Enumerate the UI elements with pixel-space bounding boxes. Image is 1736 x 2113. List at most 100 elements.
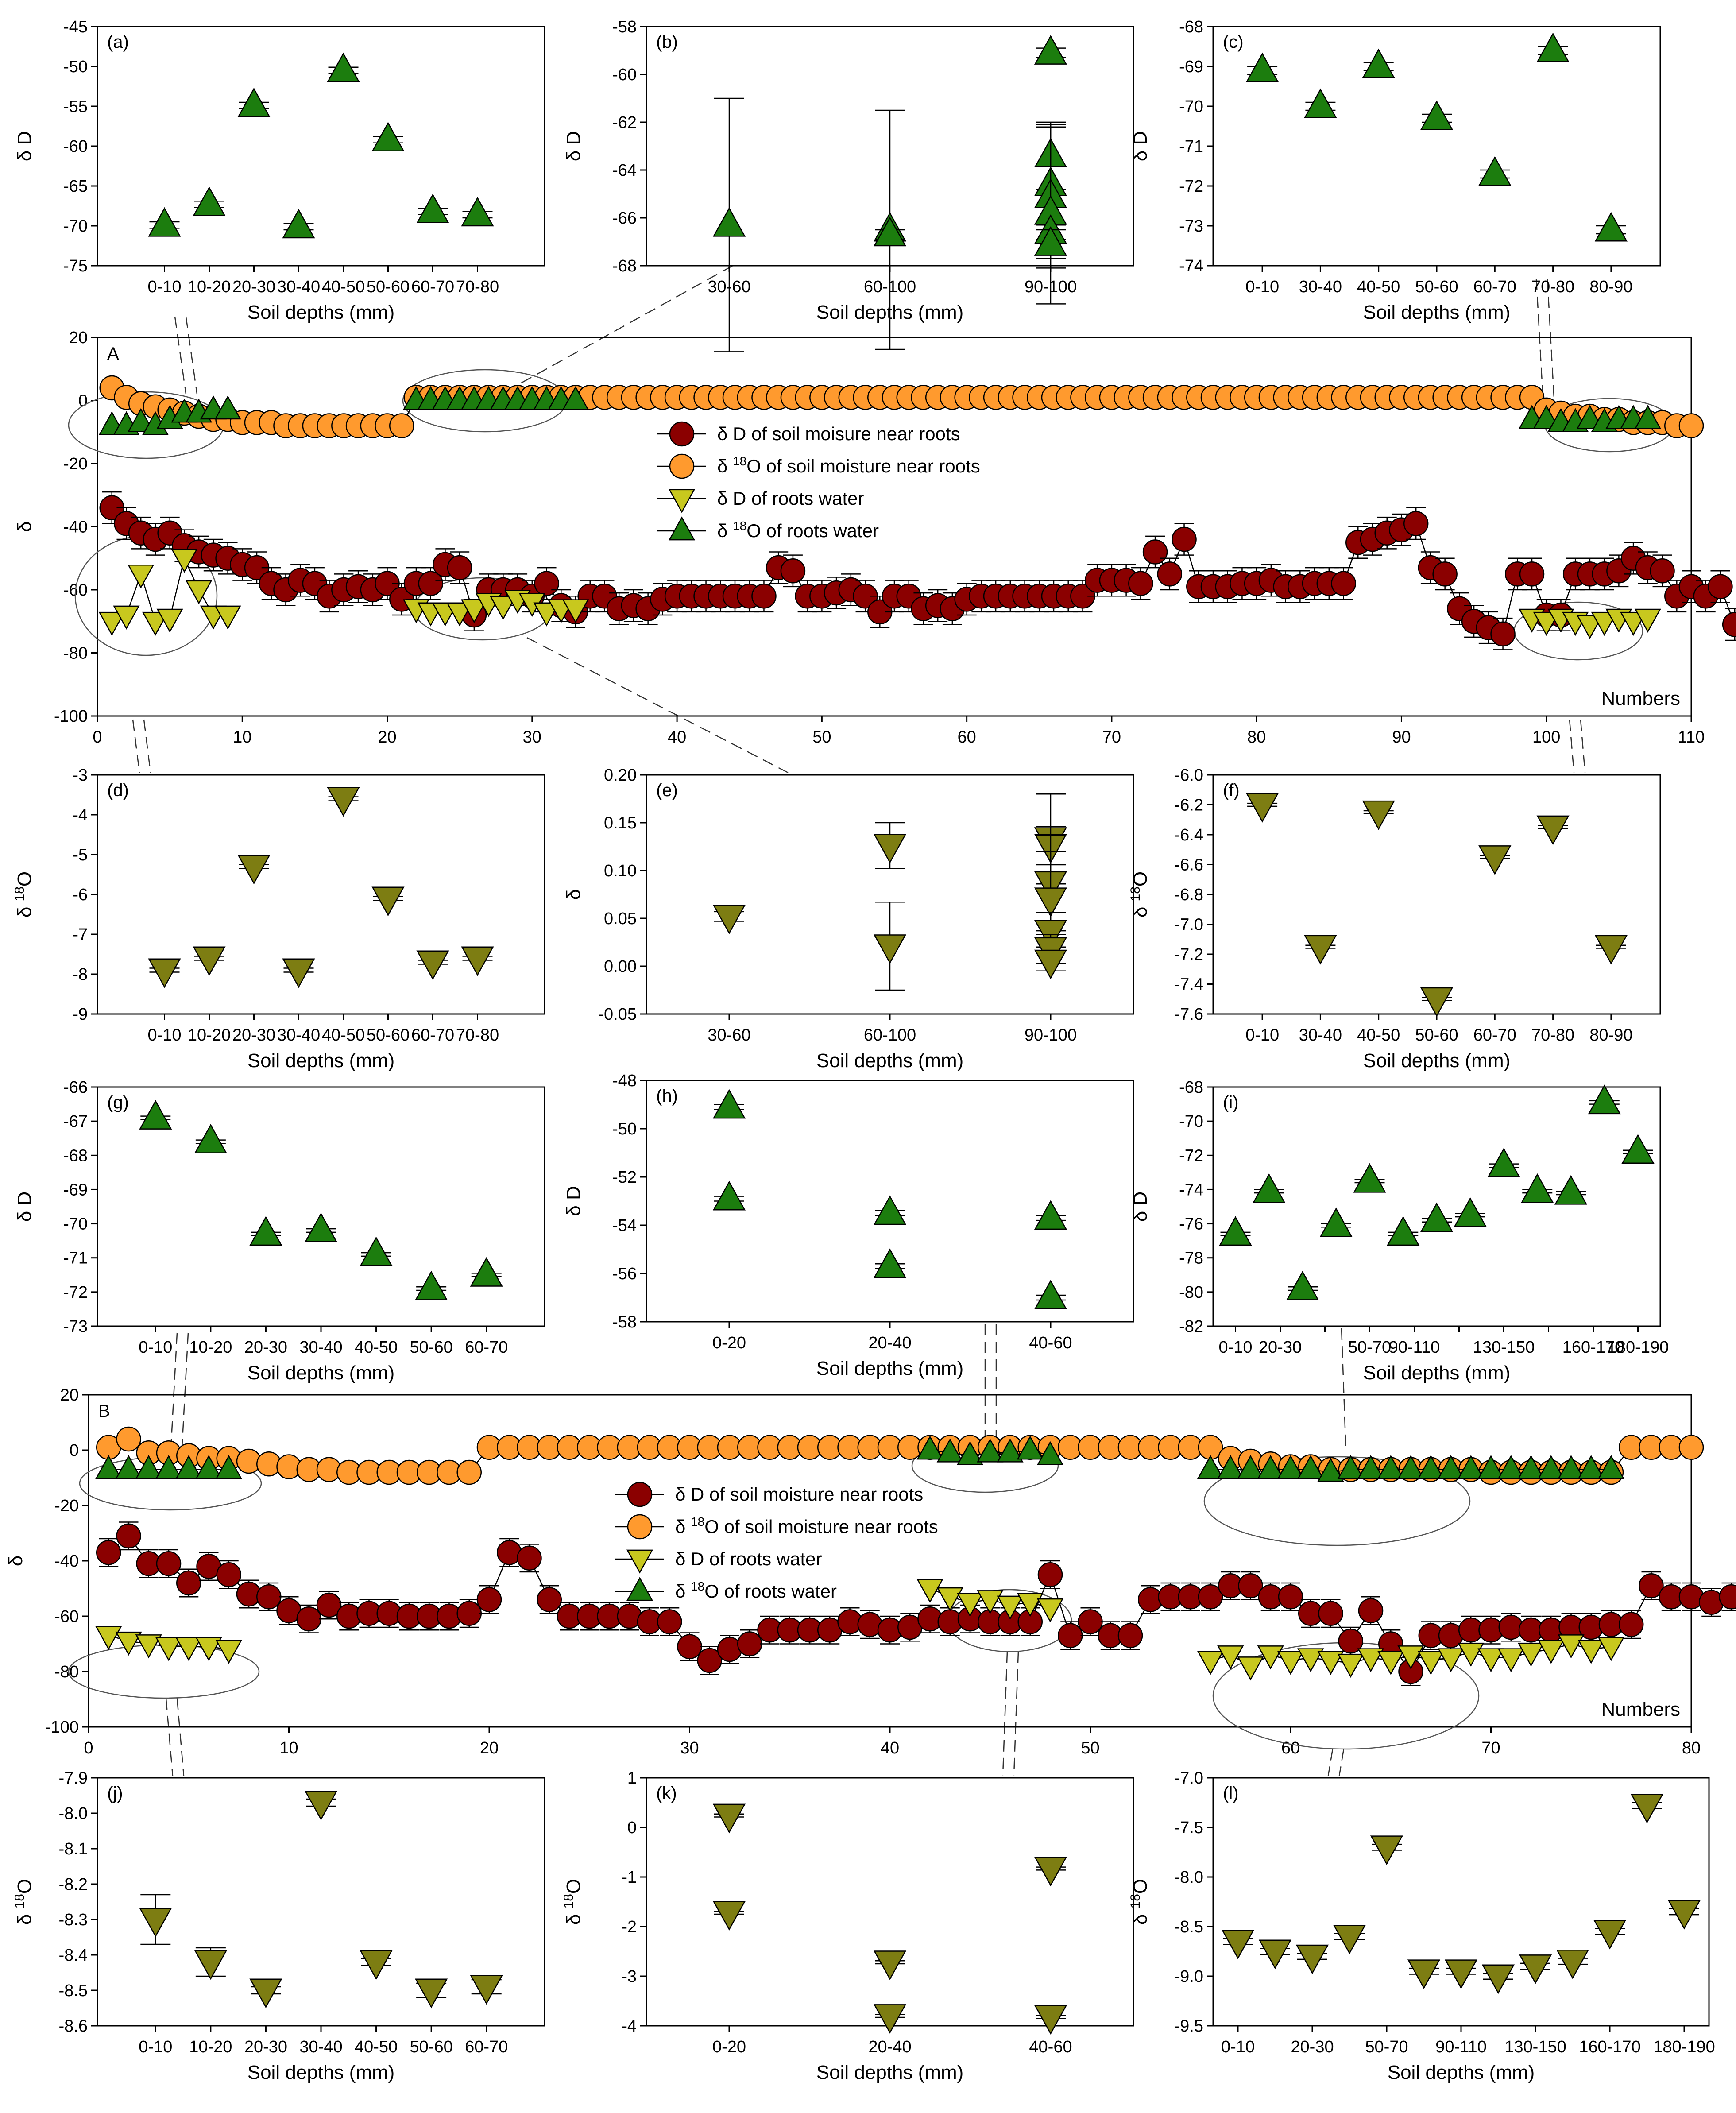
x-tick-label: 30-60 bbox=[708, 1026, 750, 1045]
x-tick-label: 40-60 bbox=[1029, 1334, 1072, 1352]
data-point bbox=[1588, 1084, 1621, 1115]
data-point bbox=[193, 946, 226, 976]
data-point bbox=[249, 1216, 282, 1246]
soil-D-point bbox=[1338, 1629, 1363, 1654]
data-point bbox=[194, 1950, 227, 1980]
legend: δ D of soil moisture near roots δ 18O of … bbox=[615, 1482, 938, 1602]
roots-D-right-point bbox=[1597, 1637, 1625, 1661]
roots-18O-right-point bbox=[1357, 1455, 1384, 1479]
data-point bbox=[249, 1978, 282, 2009]
roots-D-right-point bbox=[1634, 608, 1661, 633]
y-tick-label: -64 bbox=[612, 161, 637, 180]
roots-D-point bbox=[142, 611, 169, 636]
y-tick-label: -68 bbox=[612, 257, 637, 275]
x-tick-label: 10-20 bbox=[189, 2038, 232, 2056]
data-point bbox=[1253, 1173, 1286, 1203]
y-tick-label: -100 bbox=[45, 1718, 79, 1737]
y-tick-label: -68 bbox=[1179, 18, 1203, 36]
roots-D-mid-point bbox=[1036, 1598, 1064, 1623]
legend-label: δ 18O of soil moisture near roots bbox=[675, 1515, 938, 1537]
y-tick-label: 0.20 bbox=[604, 766, 637, 785]
panel-label: (e) bbox=[656, 781, 678, 800]
y-tick-label: -60 bbox=[612, 66, 637, 84]
y-tick-label: -69 bbox=[1179, 58, 1203, 76]
roots-D-right-point bbox=[1257, 1645, 1284, 1670]
soil-D-point bbox=[156, 1551, 182, 1576]
y-tick-label: -8.0 bbox=[1175, 1868, 1203, 1887]
roots-18O-right-point bbox=[1377, 1455, 1404, 1479]
data-point bbox=[1034, 226, 1067, 256]
y-axis-label: δ 18O bbox=[12, 1879, 35, 1925]
x-tick-label: 20 bbox=[480, 1739, 499, 1757]
y-tick-label: -74 bbox=[1179, 257, 1203, 275]
x-tick-label: 20 bbox=[378, 728, 396, 747]
data-point bbox=[1621, 1134, 1655, 1164]
legend-marker bbox=[626, 1577, 653, 1601]
x-tick-label: 80 bbox=[1247, 728, 1266, 747]
soil-D-point bbox=[1331, 571, 1356, 596]
soil-D-point bbox=[447, 555, 472, 580]
y-tick-label: -7.0 bbox=[1175, 916, 1203, 934]
y-tick-label: -54 bbox=[612, 1216, 637, 1235]
roots-18O-right-point bbox=[1634, 405, 1661, 429]
y-tick-label: -1 bbox=[622, 1868, 637, 1887]
y-axis-label: δ bbox=[5, 1556, 27, 1567]
data-point bbox=[1034, 35, 1067, 65]
x-tick-label: 50-70 bbox=[1365, 2038, 1408, 2056]
roots-18O-point bbox=[215, 1455, 242, 1479]
roots-D-mid-point bbox=[977, 1590, 1004, 1614]
y-tick-label: 0.15 bbox=[604, 814, 637, 832]
soil-D-point bbox=[216, 1562, 241, 1587]
y-tick-label: -8.6 bbox=[59, 2017, 88, 2036]
x-tick-label: 30 bbox=[680, 1739, 699, 1757]
x-tick-label: 0 bbox=[93, 728, 102, 747]
soil-D-point bbox=[1117, 1623, 1143, 1648]
y-tick-label: -6.6 bbox=[1175, 856, 1203, 875]
roots-18O-point bbox=[195, 1455, 222, 1479]
panel-label: (i) bbox=[1223, 1093, 1239, 1112]
y-tick-label: -7.4 bbox=[1175, 975, 1203, 994]
y-tick-label: 0 bbox=[70, 1441, 79, 1460]
y-tick-label: -50 bbox=[63, 58, 88, 76]
soil-D-point bbox=[296, 1606, 321, 1632]
y-tick-label: -68 bbox=[1179, 1078, 1203, 1097]
x-tick-label: 180-190 bbox=[1607, 1338, 1669, 1357]
roots-D-right-point bbox=[1357, 1648, 1384, 1672]
data-point bbox=[1258, 1939, 1292, 1970]
x-tick-label: 90-110 bbox=[1389, 1338, 1440, 1357]
legend-marker bbox=[627, 1514, 653, 1540]
x-tick-label: 50-60 bbox=[410, 2038, 453, 2056]
y-tick-label: 0.10 bbox=[604, 862, 637, 880]
zoom-connector bbox=[1580, 719, 1586, 773]
data-point bbox=[873, 834, 907, 864]
data-point bbox=[371, 122, 405, 152]
data-point bbox=[193, 186, 226, 216]
y-tick-label: -7.6 bbox=[1175, 1005, 1203, 1024]
y-axis-label: δ D bbox=[563, 131, 584, 162]
data-point bbox=[1304, 88, 1337, 118]
y-tick-label: -62 bbox=[612, 113, 637, 132]
x-tick-label: 90-110 bbox=[1435, 2038, 1487, 2056]
y-tick-label: -3 bbox=[622, 1967, 637, 1986]
x-tick-label: 20-30 bbox=[244, 2038, 287, 2056]
soil-D-point bbox=[1708, 574, 1733, 600]
y-axis-label: δ D bbox=[563, 1186, 584, 1216]
soil-18O-point bbox=[1678, 1435, 1704, 1460]
roots-D-right-point bbox=[1497, 1648, 1524, 1672]
roots-18O-point bbox=[214, 395, 241, 420]
y-tick-label: -6.2 bbox=[1175, 796, 1203, 815]
x-tick-label: 50-60 bbox=[367, 278, 410, 296]
soil-18O-point bbox=[1678, 413, 1704, 438]
soil-D-point bbox=[256, 1584, 282, 1610]
data-point bbox=[873, 1950, 907, 1981]
roots-18O-right-point bbox=[1497, 1455, 1524, 1479]
roots-18O-right-point bbox=[1197, 1455, 1224, 1479]
roots-18O-mid-point bbox=[977, 1438, 1004, 1463]
data-point bbox=[148, 958, 181, 988]
roots-18O-right-point bbox=[1576, 405, 1604, 429]
data-point bbox=[237, 855, 271, 885]
y-tick-label: -70 bbox=[63, 217, 88, 236]
roots-D-right-point bbox=[1538, 1640, 1565, 1664]
y-tick-label: -6.0 bbox=[1175, 766, 1203, 785]
